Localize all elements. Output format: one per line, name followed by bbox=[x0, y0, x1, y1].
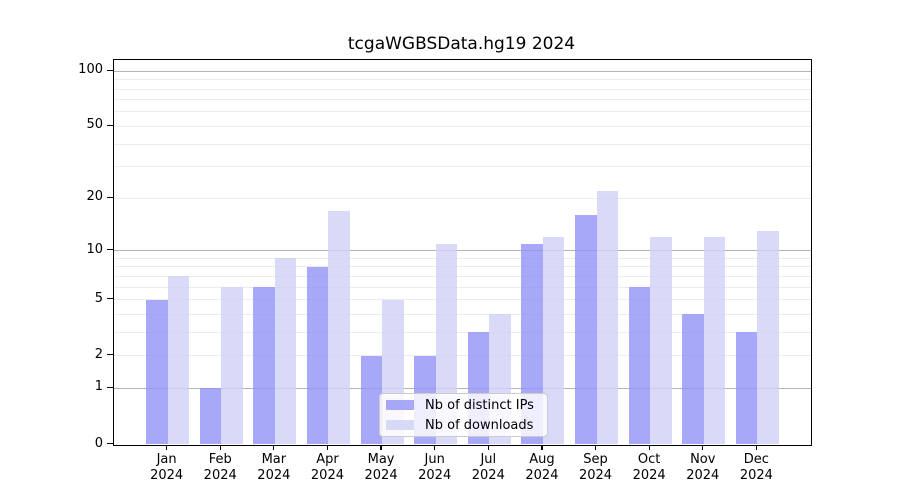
y-tick-mark bbox=[107, 442, 113, 445]
x-axis-tick-label: May 2024 bbox=[364, 451, 398, 483]
gridline-minor bbox=[114, 197, 811, 199]
x-tick-mark bbox=[702, 444, 704, 450]
gridline-minor bbox=[114, 313, 811, 315]
gridline-minor bbox=[114, 286, 811, 288]
y-axis-tick-label: 1 bbox=[94, 379, 103, 395]
gridline-minor bbox=[114, 257, 811, 259]
bar-distinct-ips bbox=[253, 287, 275, 445]
x-tick-mark bbox=[755, 444, 757, 450]
y-tick-mark bbox=[107, 248, 113, 251]
gridline-minor bbox=[114, 166, 811, 168]
y-tick-mark bbox=[107, 196, 113, 198]
x-tick-mark bbox=[166, 444, 168, 450]
gridline-minor bbox=[114, 143, 811, 145]
bar-downloads bbox=[167, 276, 190, 445]
y-tick-mark bbox=[107, 124, 113, 127]
x-axis-tick-label: Jan 2024 bbox=[150, 451, 184, 483]
gridline-minor bbox=[114, 266, 811, 268]
bar-downloads bbox=[757, 231, 779, 445]
gridline-major bbox=[114, 250, 811, 252]
y-axis-tick-label: 50 bbox=[86, 117, 103, 133]
y-axis-tick-label: 100 bbox=[78, 62, 103, 78]
legend-swatch-downloads bbox=[386, 420, 414, 430]
legend-swatch-distinct-ips bbox=[386, 400, 414, 410]
bar-distinct-ips bbox=[146, 299, 168, 445]
bar-downloads bbox=[650, 237, 672, 445]
y-tick-mark bbox=[107, 297, 113, 300]
bar-downloads bbox=[542, 237, 565, 445]
gridline-minor bbox=[114, 331, 811, 333]
x-axis-tick-label: Sep 2024 bbox=[578, 451, 613, 483]
y-tick-mark bbox=[107, 354, 113, 356]
legend-item-distinct-ips: Nb of distinct IPs bbox=[386, 396, 539, 414]
legend: Nb of distinct IPs Nb of downloads bbox=[379, 393, 548, 437]
bar-downloads bbox=[596, 190, 619, 445]
bar-distinct-ips bbox=[575, 215, 597, 445]
legend-label-distinct-ips: Nb of distinct IPs bbox=[425, 397, 534, 413]
bar-distinct-ips bbox=[360, 355, 383, 445]
plot-area bbox=[113, 59, 812, 446]
gridline-minor bbox=[114, 125, 811, 127]
x-tick-mark bbox=[326, 444, 329, 450]
gridline-minor bbox=[114, 275, 811, 277]
y-axis-tick-label: 0 bbox=[94, 435, 103, 451]
legend-item-downloads: Nb of downloads bbox=[386, 416, 539, 434]
x-axis-tick-label: Apr 2024 bbox=[310, 451, 344, 483]
y-axis-tick-label: 5 bbox=[94, 290, 103, 306]
y-tick-mark bbox=[107, 69, 113, 71]
bar-downloads bbox=[328, 210, 350, 445]
legend-label-downloads: Nb of downloads bbox=[425, 417, 534, 433]
x-tick-mark bbox=[648, 444, 650, 450]
chart-title: tcgaWGBSData.hg19 2024 bbox=[347, 34, 576, 54]
gridline-minor bbox=[114, 355, 811, 357]
bar-downloads bbox=[274, 258, 297, 445]
bar-downloads bbox=[221, 287, 243, 445]
x-tick-mark bbox=[380, 444, 382, 450]
gridline-minor bbox=[114, 79, 811, 81]
bar-distinct-ips bbox=[199, 388, 222, 445]
gridline-major bbox=[114, 387, 811, 389]
x-tick-mark bbox=[594, 444, 597, 450]
y-axis-tick-label: 10 bbox=[86, 241, 103, 257]
x-axis-tick-label: Jun 2024 bbox=[418, 451, 452, 483]
bar-distinct-ips bbox=[682, 314, 704, 445]
gridline-minor bbox=[114, 299, 811, 301]
x-axis-tick-label: Oct 2024 bbox=[632, 451, 666, 483]
bar-distinct-ips bbox=[306, 266, 329, 445]
x-tick-mark bbox=[273, 444, 275, 450]
x-tick-mark bbox=[487, 444, 489, 450]
x-tick-mark bbox=[434, 444, 436, 450]
gridline-minor bbox=[114, 111, 811, 113]
y-tick-mark bbox=[107, 386, 113, 389]
bar-distinct-ips bbox=[628, 287, 651, 445]
gridline-major bbox=[114, 70, 811, 72]
y-axis-tick-label: 2 bbox=[94, 346, 103, 362]
y-axis-tick-label: 20 bbox=[86, 189, 103, 205]
x-axis-tick-label: Feb 2024 bbox=[203, 451, 237, 483]
x-axis-tick-label: Nov 2024 bbox=[686, 451, 720, 483]
x-axis-tick-label: Dec 2024 bbox=[739, 451, 773, 483]
gridline-minor bbox=[114, 88, 811, 90]
x-axis-tick-label: Aug 2024 bbox=[525, 451, 559, 483]
x-axis-tick-label: Mar 2024 bbox=[257, 451, 291, 483]
x-tick-mark bbox=[219, 444, 221, 450]
x-tick-mark bbox=[541, 444, 543, 450]
bar-downloads bbox=[703, 237, 726, 445]
bar-distinct-ips bbox=[735, 332, 758, 445]
gridline-minor bbox=[114, 99, 811, 101]
x-axis-tick-label: Jul 2024 bbox=[471, 451, 505, 483]
